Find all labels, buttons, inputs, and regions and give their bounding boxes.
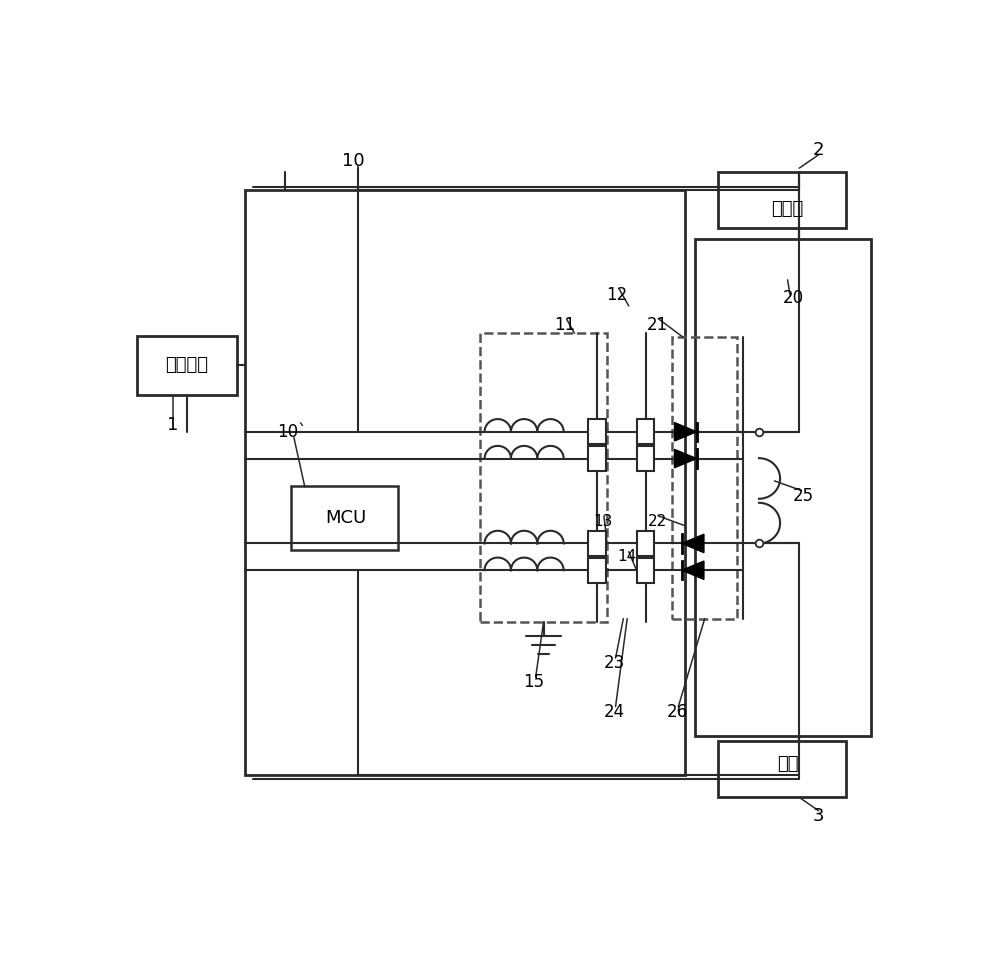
Text: 10: 10: [342, 152, 365, 170]
Text: 25: 25: [793, 486, 814, 505]
Text: 负载: 负载: [777, 755, 798, 773]
Text: 3: 3: [813, 806, 824, 825]
Bar: [637, 558, 654, 582]
Polygon shape: [674, 423, 697, 441]
Text: 11: 11: [554, 315, 575, 334]
Text: 13: 13: [593, 514, 613, 529]
Bar: [245, 190, 685, 775]
Bar: [695, 239, 871, 736]
Text: 22: 22: [648, 514, 667, 529]
Text: 21: 21: [647, 315, 668, 334]
Text: 电源单元: 电源单元: [166, 357, 208, 374]
Bar: [637, 531, 654, 556]
Text: MCU: MCU: [325, 509, 366, 527]
Bar: [588, 558, 606, 582]
Text: 14: 14: [618, 549, 637, 565]
Text: 2: 2: [813, 140, 824, 159]
Bar: [291, 486, 398, 550]
Text: 15: 15: [523, 673, 544, 691]
Bar: [637, 420, 654, 444]
Bar: [718, 172, 846, 227]
Bar: [672, 337, 737, 619]
Bar: [588, 531, 606, 556]
Text: 23: 23: [604, 655, 625, 672]
Text: 20: 20: [782, 289, 804, 308]
Bar: [588, 446, 606, 471]
Text: 24: 24: [604, 703, 625, 720]
Polygon shape: [682, 561, 704, 579]
Text: 1: 1: [167, 416, 179, 434]
Polygon shape: [682, 534, 704, 552]
Polygon shape: [674, 450, 697, 468]
Text: 电池组: 电池组: [772, 200, 804, 219]
Bar: [137, 336, 237, 396]
Text: 12: 12: [606, 285, 628, 304]
Bar: [588, 420, 606, 444]
Bar: [480, 334, 607, 623]
Text: 10`: 10`: [277, 424, 306, 442]
Text: 26: 26: [667, 703, 688, 720]
Bar: [637, 446, 654, 471]
Bar: [718, 742, 846, 798]
